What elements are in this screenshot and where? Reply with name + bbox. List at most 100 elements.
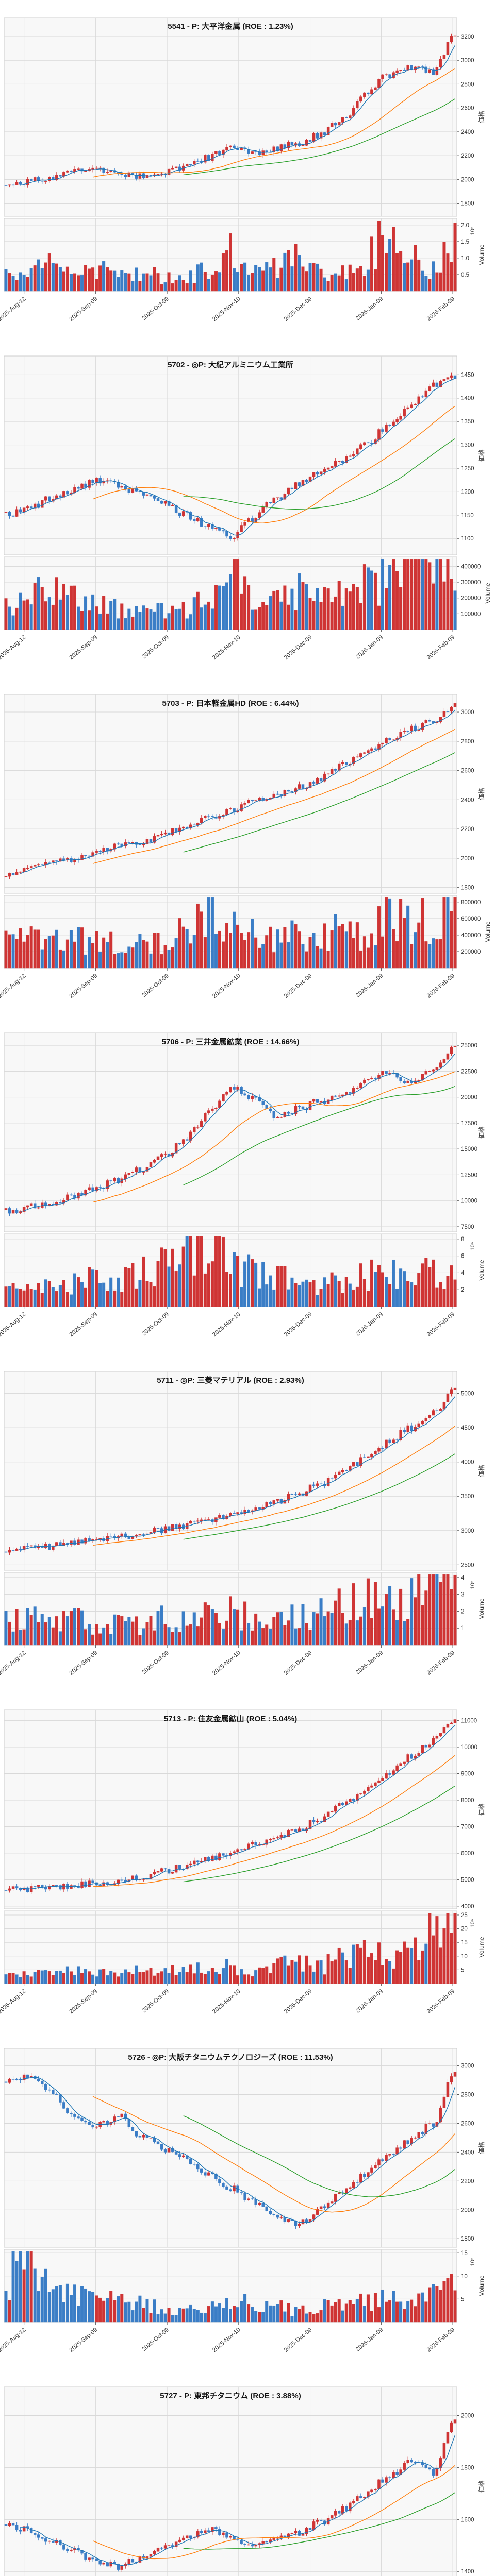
volume-axis-label: Volume xyxy=(478,1937,485,1957)
chart-canvas-5702: 1100 1150 1200 1250 1300 1350 1400 1450 100000 20… xyxy=(0,338,495,677)
price-tick-label: 2600 xyxy=(461,768,474,774)
price-axis-label: 価格 xyxy=(477,111,485,123)
volume-tick-label: 0.5 xyxy=(461,272,469,278)
volume-tick-label: 2 xyxy=(461,1287,464,1293)
volume-tick-label: 15 xyxy=(461,2250,468,2257)
price-tick-label: 2800 xyxy=(461,2092,474,2098)
volume-bars xyxy=(4,2251,457,2323)
stock-chart-5727: 5727 - P: 東邦チタニウム (ROE : 3.88%) 1400 1600… xyxy=(0,2369,495,2576)
price-tick-label: 12500 xyxy=(461,1172,477,1178)
price-tick-label: 2200 xyxy=(461,826,474,833)
price-tick-label: 11000 xyxy=(461,1718,477,1724)
price-tick-label: 10000 xyxy=(461,1198,477,1205)
price-tick-label: 2800 xyxy=(461,739,474,745)
price-axis-label: 価格 xyxy=(477,2142,485,2154)
price-tick-label: 25000 xyxy=(461,1043,477,1049)
ma-short-line xyxy=(20,1396,456,1551)
volume-tick-label: 300000 xyxy=(461,580,481,586)
price-tick-label: 15000 xyxy=(461,1146,477,1153)
volume-exponent-label: 10⁶ xyxy=(470,1242,476,1251)
price-tick-label: 1800 xyxy=(461,2465,474,2471)
ma-mid-line xyxy=(92,2096,456,2213)
price-tick-label: 1200 xyxy=(461,489,474,495)
ma-mid-line xyxy=(93,1755,455,1887)
volume-tick-label: 5 xyxy=(461,1967,464,1973)
chart-canvas-5703: 1800 2000 2200 2400 2600 2800 3000 200000 400000… xyxy=(0,677,495,1015)
ma-short-line xyxy=(20,709,455,874)
price-tick-label: 2200 xyxy=(461,2178,474,2184)
volume-tick-label: 5 xyxy=(461,2296,464,2302)
ma-long-line xyxy=(183,2115,455,2197)
price-tick-label: 3500 xyxy=(461,1494,474,1500)
volume-bars xyxy=(4,221,457,292)
candlesticks xyxy=(4,702,457,879)
volume-exponent-label: 10⁶ xyxy=(470,2258,476,2266)
ma-long-line xyxy=(183,1086,455,1185)
volume-tick-label: 25 xyxy=(461,1912,468,1919)
price-tick-label: 1150 xyxy=(461,513,474,519)
volume-axis-label: Volume xyxy=(478,1260,485,1280)
ma-mid-line xyxy=(92,68,455,178)
price-panel xyxy=(4,17,457,217)
volume-axis-label: Volume xyxy=(478,1598,485,1619)
stock-chart-5726: 5726 - ◎P: 大阪チタニウムテクノロジーズ (ROE : 11.53%)… xyxy=(0,2031,495,2369)
volume-tick-label: 15 xyxy=(461,1940,468,1946)
stock-chart-5703: 5703 - P: 日本軽金属HD (ROE : 6.44%) 1800 2000… xyxy=(0,677,495,1015)
price-axis-label: 価格 xyxy=(477,1126,485,1139)
price-tick-label: 1400 xyxy=(461,396,474,402)
price-tick-label: 4000 xyxy=(461,1904,474,1910)
ma-long-line xyxy=(183,752,455,853)
candlesticks xyxy=(4,2417,457,2572)
price-tick-label: 5000 xyxy=(461,1877,474,1883)
volume-bars xyxy=(4,897,457,969)
chart-canvas-5706: 7500 10000 12500 15000 17500 20000 22500 25000 2… xyxy=(0,1015,495,1354)
ma-long-line xyxy=(183,438,455,510)
ma-mid-line xyxy=(93,1426,455,1546)
price-tick-label: 3000 xyxy=(461,58,474,64)
price-tick-label: 2000 xyxy=(461,2207,474,2213)
volume-tick-label: 1.0 xyxy=(461,256,469,262)
chart-canvas-5541: 1800 2000 2200 2400 2600 2800 3000 3200 0.5 1.0 1.… xyxy=(0,0,495,338)
ma-short-line xyxy=(20,378,455,536)
price-panel xyxy=(4,694,457,894)
price-tick-label: 1450 xyxy=(461,372,474,378)
volume-bars xyxy=(4,1574,457,1646)
volume-axis-label: Volume xyxy=(478,244,485,265)
price-panel xyxy=(4,355,457,555)
ma-long-line xyxy=(183,1453,455,1540)
price-tick-label: 5000 xyxy=(461,1391,474,1397)
volume-tick-label: 1 xyxy=(461,1625,464,1632)
volume-axis-label: Volume xyxy=(484,921,491,942)
price-panel xyxy=(4,1709,457,1909)
price-tick-label: 2000 xyxy=(461,177,474,183)
volume-exponent-label: 10⁶ xyxy=(470,227,476,235)
ma-mid-line xyxy=(92,1071,455,1203)
volume-tick-label: 100000 xyxy=(461,611,481,617)
volume-tick-label: 2.0 xyxy=(461,223,469,229)
stock-chart-5713: 5713 - P: 住友金属鉱山 (ROE : 5.04%) 4000 5000 6… xyxy=(0,1692,495,2031)
price-tick-label: 17500 xyxy=(461,1121,477,1127)
stock-chart-5711: 5711 - ◎P: 三菱マテリアル (ROE : 2.93%) 2500 300… xyxy=(0,1354,495,1692)
price-tick-label: 4000 xyxy=(461,1460,474,1466)
ma-short-line xyxy=(20,2077,456,2223)
volume-tick-label: 2 xyxy=(461,1608,464,1615)
stock-chart-5702: 5702 - ◎P: 大紀アルミニウム工業所 1100 1150 1200 1250 1… xyxy=(0,338,495,677)
ma-mid-line xyxy=(92,2465,455,2560)
price-tick-label: 8000 xyxy=(461,1798,474,1804)
volume-tick-label: 1.5 xyxy=(461,239,469,245)
ma-mid-line xyxy=(92,728,455,864)
price-tick-label: 2800 xyxy=(461,81,474,88)
price-tick-label: 2000 xyxy=(461,2413,474,2419)
price-tick-label: 1350 xyxy=(461,419,474,425)
price-tick-label: 9000 xyxy=(461,1771,474,1777)
ma-short-line xyxy=(20,1725,455,1890)
price-panel xyxy=(4,2048,457,2248)
stock-chart-5706: 5706 - P: 三井金属鉱業 (ROE : 14.66%) 7500 1000… xyxy=(0,1015,495,1354)
axis-ticks-and-labels: 1400160018002000122025-Aug-122025-Sep-09… xyxy=(457,2413,485,2575)
chart-canvas-5726: 1800200022002400260028003000510152025-Au… xyxy=(0,2031,495,2369)
volume-exponent-label: 10⁶ xyxy=(470,1581,476,1589)
candlesticks xyxy=(4,1386,457,1555)
volume-tick-label: 200000 xyxy=(461,596,481,602)
price-axis-label: 価格 xyxy=(477,449,485,462)
